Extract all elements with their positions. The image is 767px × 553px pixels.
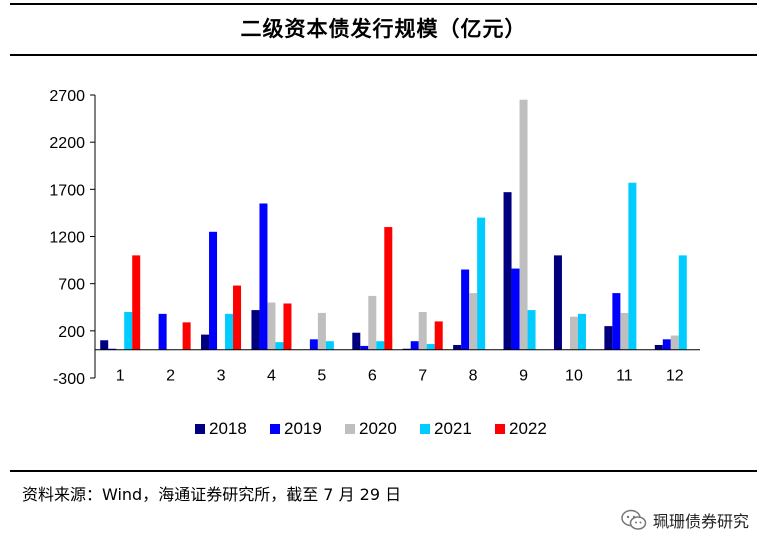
bar-2020-5 xyxy=(317,312,326,350)
y-tick-label: -300 xyxy=(53,371,85,388)
y-tick-label: 2700 xyxy=(49,88,85,105)
bar-2021-1 xyxy=(124,311,133,350)
bar-2021-10 xyxy=(577,313,586,350)
bar-2021-11 xyxy=(628,182,637,350)
x-tick-label: 5 xyxy=(317,368,326,385)
y-tick-label: 2200 xyxy=(49,135,85,152)
bar-2020-11 xyxy=(620,312,629,350)
bar-2022-2 xyxy=(182,322,191,350)
bar-2019-6 xyxy=(360,345,369,350)
y-tick-label: 1200 xyxy=(49,230,85,247)
legend-label-2020: 2020 xyxy=(359,419,397,438)
bar-2022-6 xyxy=(384,227,393,350)
source-note: 资料来源：Wind，海通证券研究所，截至 7 月 29 日 xyxy=(22,485,402,504)
bar-2022-7 xyxy=(434,321,443,350)
bar-2019-8 xyxy=(461,269,470,350)
y-tick-label: 1700 xyxy=(49,182,85,199)
y-tick-label: 200 xyxy=(58,324,85,341)
bar-2021-8 xyxy=(477,217,486,350)
bar-2018-4 xyxy=(251,310,260,350)
y-axis: -300 200 700 1200 1700 2200 2700 xyxy=(49,88,96,388)
bar-2019-11 xyxy=(612,293,621,350)
legend-label-2019: 2019 xyxy=(284,419,322,438)
bar-2018-10 xyxy=(553,255,562,350)
bar-2022-4 xyxy=(283,303,292,350)
bar-2018-6 xyxy=(352,332,361,350)
bar-2019-9 xyxy=(511,268,520,350)
bar-2021-7 xyxy=(426,344,435,350)
wechat-icon xyxy=(621,509,647,530)
bar-2019-2 xyxy=(158,313,167,350)
watermark: 珮珊债券研究 xyxy=(621,508,749,532)
legend-swatch-2021 xyxy=(420,424,430,434)
bar-2022-3 xyxy=(233,285,242,350)
bar-2021-3 xyxy=(225,313,234,350)
x-tick-label: 12 xyxy=(666,368,684,385)
bar-2019-5 xyxy=(309,339,318,350)
bar-2020-7 xyxy=(418,311,427,350)
bar-2021-4 xyxy=(275,342,284,350)
bar-2021-6 xyxy=(376,341,385,350)
bar-series xyxy=(100,99,687,350)
bar-2020-6 xyxy=(368,295,377,350)
bar-2020-10 xyxy=(569,316,578,350)
bar-2019-4 xyxy=(259,203,268,350)
x-tick-label: 8 xyxy=(469,368,478,385)
bottom-rule xyxy=(10,470,757,472)
x-tick-label: 11 xyxy=(616,368,633,385)
chart-legend: 2018 2019 2020 2021 2022 xyxy=(195,419,547,438)
bar-2019-12 xyxy=(662,339,671,350)
bar-2018-11 xyxy=(604,326,613,350)
legend-label-2022: 2022 xyxy=(509,419,547,438)
legend-swatch-2020 xyxy=(345,424,355,434)
bar-2022-1 xyxy=(132,255,141,350)
bar-2021-5 xyxy=(325,341,334,350)
x-tick-label: 2 xyxy=(166,368,175,385)
legend-label-2018: 2018 xyxy=(209,419,247,438)
bar-2018-3 xyxy=(201,334,210,350)
bar-2020-4 xyxy=(267,302,276,350)
legend-swatch-2022 xyxy=(495,424,505,434)
y-tick-label: 700 xyxy=(58,277,85,294)
x-tick-label: 9 xyxy=(519,368,528,385)
x-tick-label: 1 xyxy=(116,368,125,385)
bar-2020-12 xyxy=(670,335,679,350)
bar-2018-1 xyxy=(100,340,109,350)
bar-2020-9 xyxy=(519,99,528,350)
x-tick-label: 3 xyxy=(217,368,226,385)
x-tick-label: 6 xyxy=(368,368,377,385)
legend-swatch-2019 xyxy=(270,424,280,434)
legend-label-2021: 2021 xyxy=(434,419,472,438)
title-rule xyxy=(10,54,757,56)
x-tick-label: 4 xyxy=(267,368,276,385)
legend-swatch-2018 xyxy=(195,424,205,434)
bar-2020-8 xyxy=(469,293,478,350)
bar-2018-12 xyxy=(654,344,663,350)
bar-2018-8 xyxy=(453,344,462,350)
bar-2019-3 xyxy=(209,231,218,350)
top-rule xyxy=(10,3,757,5)
x-tick-label: 10 xyxy=(565,368,583,385)
watermark-text: 珮珊债券研究 xyxy=(652,512,749,531)
x-tick-label: 7 xyxy=(418,368,427,385)
bar-2019-7 xyxy=(410,341,419,350)
x-axis: 1 2 3 4 5 6 7 8 9 10 11 12 xyxy=(95,349,700,385)
bar-2021-9 xyxy=(527,310,536,350)
bar-2021-12 xyxy=(678,255,687,350)
page-title: 二级资本债发行规模（亿元） xyxy=(240,17,527,41)
bar-2018-9 xyxy=(503,192,512,350)
